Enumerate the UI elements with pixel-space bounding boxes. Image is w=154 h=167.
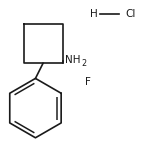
Text: F: F	[85, 77, 91, 87]
Text: Cl: Cl	[125, 9, 136, 19]
Text: 2: 2	[81, 59, 86, 68]
Text: NH: NH	[65, 55, 81, 65]
Text: H: H	[90, 9, 98, 19]
